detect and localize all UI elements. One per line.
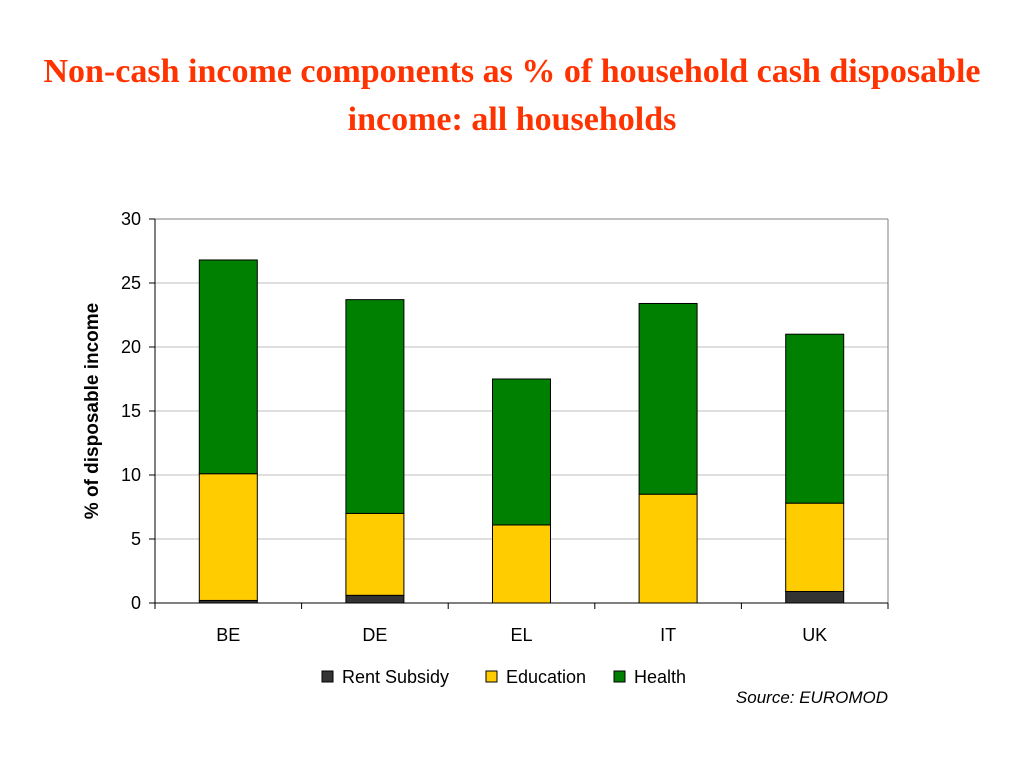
- legend: Rent Subsidy Education Health: [321, 667, 686, 687]
- bar-education-uk: [785, 502, 845, 592]
- legend-label-education: Education: [506, 667, 586, 687]
- slide-title: Non-cash income components as % of house…: [43, 53, 981, 138]
- legend-label-health: Health: [634, 667, 686, 687]
- bar-health-de: [345, 299, 405, 514]
- y-tick-label: 25: [121, 273, 141, 293]
- legend-label-rent-subsidy: Rent Subsidy: [342, 667, 449, 687]
- bar-rent-subsidy-de: [345, 594, 405, 604]
- axes: 0 5 10 15 20 25 30 BE DE EL IT UK: [121, 209, 889, 645]
- y-axis-title: % of disposable income: [82, 303, 103, 519]
- x-tick-label: IT: [660, 625, 676, 645]
- y-tick-label: 15: [121, 401, 141, 421]
- y-tick-label: 30: [121, 209, 141, 229]
- bar-health-it: [638, 302, 698, 495]
- bar-education-it: [638, 493, 698, 604]
- y-tick-label: 5: [131, 529, 141, 549]
- x-tick-label: DE: [362, 625, 387, 645]
- x-tick-label: BE: [216, 625, 240, 645]
- x-tick-label: UK: [802, 625, 827, 645]
- y-tick-label: 0: [131, 593, 141, 613]
- bars: [198, 259, 845, 604]
- bar-rent-subsidy-uk: [785, 590, 845, 604]
- bar-health-uk: [785, 333, 845, 504]
- bar-education-el: [492, 524, 551, 604]
- bar-health-el: [492, 378, 551, 526]
- legend-swatch-rent-subsidy: [321, 670, 334, 683]
- y-tick-label: 10: [121, 465, 141, 485]
- bar-education-de: [345, 512, 405, 596]
- y-tick-label: 20: [121, 337, 141, 357]
- bar-education-be: [198, 473, 258, 601]
- legend-swatch-health: [613, 670, 626, 683]
- source-note: Source: EUROMOD: [735, 688, 888, 707]
- x-tick-label: EL: [510, 625, 532, 645]
- bar-health-be: [198, 259, 258, 475]
- legend-swatch-education: [485, 670, 498, 683]
